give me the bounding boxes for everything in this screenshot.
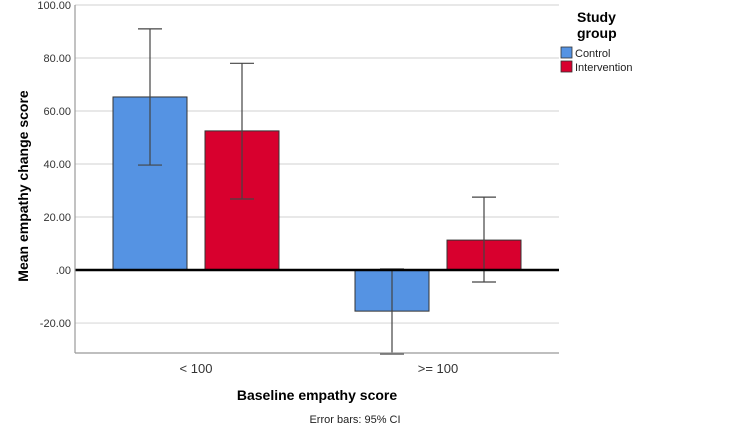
x-axis-title: Baseline empathy score: [237, 387, 398, 403]
y-tick-label: .00: [56, 265, 71, 277]
y-tick-label: 40.00: [43, 159, 71, 171]
y-tick-label: -20.00: [40, 318, 71, 330]
legend-title-line-2: group: [577, 25, 617, 41]
x-tick-label: < 100: [180, 361, 213, 376]
x-axis-ticks: < 100 >= 100: [180, 361, 459, 376]
y-tick-label: 80.00: [43, 53, 71, 65]
y-tick-label: 20.00: [43, 212, 71, 224]
y-axis-title: Mean empathy change score: [15, 90, 31, 282]
legend: Study group Control Intervention: [560, 9, 632, 74]
y-axis-ticks: 100.00 80.00 60.00 40.00 20.00 .00 -20.00: [37, 0, 71, 330]
legend-swatch-control: [560, 46, 573, 59]
y-tick-label: 60.00: [43, 106, 71, 118]
x-tick-label: >= 100: [418, 361, 459, 376]
y-tick-label: 100.00: [37, 0, 71, 12]
error-bars-footnote: Error bars: 95% CI: [309, 414, 400, 426]
legend-label-control: Control: [575, 48, 610, 60]
error-bars: [138, 28, 496, 355]
legend-title-line-1: Study: [577, 9, 616, 25]
legend-label-intervention: Intervention: [575, 62, 632, 74]
bars: [112, 96, 522, 312]
legend-swatch-intervention: [560, 60, 573, 73]
